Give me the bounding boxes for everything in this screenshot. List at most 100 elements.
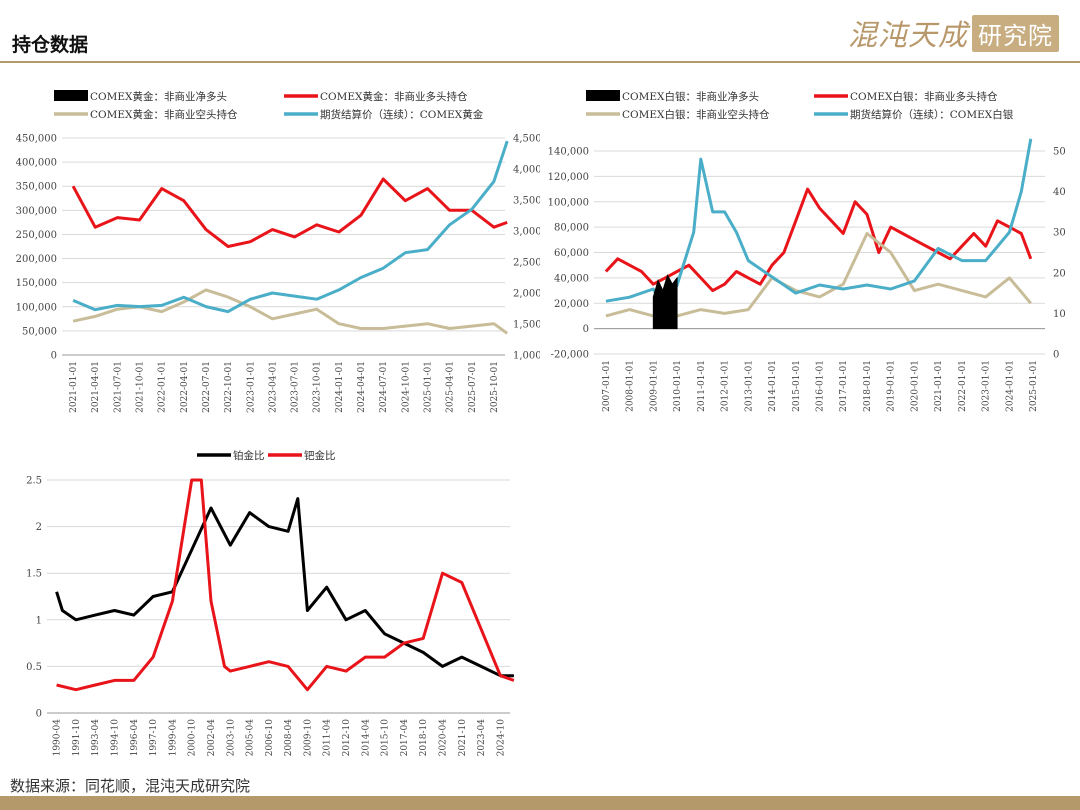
x-tick-label: 2023-01-01 bbox=[982, 360, 992, 412]
logo-box-text: 研究院 bbox=[972, 14, 1060, 52]
silver-positions-chart: -20,000 0 20,000 40,000 60,000 80,000 100,000 1… bbox=[540, 80, 1080, 420]
x-tick-label: 1993-04 bbox=[91, 719, 101, 757]
x-tick-label: 2008-01-01 bbox=[626, 360, 636, 412]
x-tick-label: 1991-10 bbox=[72, 719, 82, 757]
y2-tick-label: 20 bbox=[1053, 268, 1066, 279]
x-tick-label: 2012-10 bbox=[342, 719, 352, 757]
x-tick-label: 2023-04 bbox=[477, 719, 487, 757]
gold-positions-chart: 0 50,000 100,000 150,000 200,000 250,000 300,0… bbox=[0, 80, 542, 420]
x-tick-label: 2003-10 bbox=[226, 719, 236, 757]
header-divider bbox=[0, 61, 1080, 63]
ratio-chart-svg: 0 0.5 1 1.5 2 2.5 1990-04 1991-10 1993-04 1994-10… bbox=[26, 449, 515, 757]
x-tick-label: 2020-01-01 bbox=[910, 360, 920, 412]
y2-tick-label: 4,000 bbox=[513, 165, 540, 176]
x-tick-label: 2002-04 bbox=[207, 719, 217, 757]
x-tick-label: 2000-10 bbox=[188, 719, 198, 757]
x-tick-label: 2014-01-01 bbox=[768, 360, 778, 412]
legend-swatch bbox=[586, 90, 620, 101]
y-tick-label: 120,000 bbox=[548, 172, 589, 183]
x-tick-label: 2005-04 bbox=[246, 719, 256, 757]
x-tick-label: 2021-01-01 bbox=[934, 360, 944, 412]
x-tick-label: 2024-01-01 bbox=[1005, 360, 1015, 412]
y2-tick-label: 3,000 bbox=[513, 227, 540, 238]
y-tick-label: 200,000 bbox=[16, 254, 57, 265]
y2-tick-label: 10 bbox=[1053, 309, 1066, 320]
x-tick-label: 2023-04-01 bbox=[268, 361, 278, 413]
x-tick-label: 2024-01-01 bbox=[335, 361, 345, 413]
x-tick-label: 2022-01-01 bbox=[158, 361, 168, 413]
y-tick-label: 150,000 bbox=[16, 278, 57, 289]
x-tick-label: 2025-07-01 bbox=[468, 361, 478, 413]
y2-tick-label: 3,500 bbox=[513, 196, 540, 207]
y-tick-label: 0 bbox=[51, 351, 57, 362]
x-tick-label: 2014-04 bbox=[361, 719, 371, 757]
x-tick-label: 2011-04 bbox=[323, 719, 333, 757]
x-tick-label: 2019-01-01 bbox=[887, 360, 897, 412]
y-tick-label: 0 bbox=[36, 709, 42, 720]
legend-label: COMEX黄金：非商业净多头 bbox=[90, 90, 227, 103]
x-tick-label: 2021-10 bbox=[458, 719, 468, 757]
y2-tick-label: 4,500 bbox=[513, 134, 540, 145]
x-tick-label: 2006-10 bbox=[265, 719, 275, 757]
y2-tick-label: 30 bbox=[1053, 228, 1066, 239]
x-tick-label: 2010-01-01 bbox=[673, 360, 683, 412]
series-line-red bbox=[71, 177, 508, 248]
brand-logo: 混沌天成 研究院 bbox=[848, 14, 1060, 52]
x-tick-label: 2018-01-01 bbox=[863, 360, 873, 412]
x-tick-label: 2022-10-01 bbox=[224, 361, 234, 413]
y-tick-label: 20,000 bbox=[554, 299, 589, 310]
y-tick-label: 450,000 bbox=[16, 134, 57, 145]
legend-label: COMEX白银：非商业多头持仓 bbox=[850, 90, 998, 103]
legend-label: 钯金比 bbox=[304, 449, 336, 462]
x-tick-label: 2025-04-01 bbox=[446, 361, 456, 413]
legend-swatch bbox=[54, 90, 88, 101]
x-tick-label: 2012-01-01 bbox=[721, 360, 731, 412]
x-tick-label: 2016-01-01 bbox=[816, 360, 826, 412]
x-tick-label: 2018-10 bbox=[419, 719, 429, 757]
x-tick-label: 2021-04-01 bbox=[91, 361, 101, 413]
x-tick-label: 2023-07-01 bbox=[291, 361, 301, 413]
legend-label: COMEX黄金：非商业空头持仓 bbox=[90, 108, 238, 121]
y-tick-label: 250,000 bbox=[16, 230, 57, 241]
x-tick-label: 2024-10-01 bbox=[401, 361, 411, 413]
series-line-teal bbox=[72, 140, 509, 314]
x-tick-label: 2020-04 bbox=[438, 719, 448, 757]
x-tick-label: 1996-04 bbox=[130, 719, 140, 757]
y-tick-label: 1 bbox=[36, 615, 42, 626]
x-tick-label: 2024-04-01 bbox=[357, 361, 367, 413]
x-tick-label: 2025-01-01 bbox=[1029, 360, 1039, 412]
x-tick-label: 2007-01-01 bbox=[602, 360, 612, 412]
series-area-net-long bbox=[652, 274, 678, 330]
logo-script-text: 混沌天成 bbox=[848, 18, 969, 52]
legend-label: COMEX白银：非商业空头持仓 bbox=[622, 108, 770, 121]
x-tick-label: 2021-10-01 bbox=[136, 361, 146, 413]
y2-tick-label: 2,000 bbox=[513, 289, 540, 300]
x-tick-label: 2017-01-01 bbox=[839, 360, 849, 412]
y-tick-label: 100,000 bbox=[16, 302, 57, 313]
legend-label: COMEX白银：非商业净多头 bbox=[622, 90, 759, 103]
gold-chart-svg: 0 50,000 100,000 150,000 200,000 250,000 300,0… bbox=[16, 90, 542, 413]
y-tick-label: 1.5 bbox=[26, 569, 42, 580]
x-tick-label: 2024-10 bbox=[496, 719, 506, 757]
y2-tick-label: 40 bbox=[1053, 187, 1066, 198]
x-tick-label: 1994-10 bbox=[111, 719, 121, 757]
series-line-red bbox=[56, 478, 515, 692]
y2-tick-label: 1,000 bbox=[513, 351, 540, 362]
y-tick-label: 40,000 bbox=[554, 273, 589, 284]
y-tick-label: -20,000 bbox=[551, 350, 589, 361]
x-tick-label: 2024-07-01 bbox=[379, 361, 389, 413]
legend-label: 铂金比 bbox=[233, 449, 265, 462]
x-tick-label: 1990-04 bbox=[53, 719, 63, 757]
y2-tick-label: 2,500 bbox=[513, 258, 540, 269]
x-tick-label: 2023-10-01 bbox=[313, 361, 323, 413]
y-tick-label: 50,000 bbox=[22, 326, 57, 337]
x-tick-label: 2017-04 bbox=[400, 719, 410, 757]
silver-chart-svg: -20,000 0 20,000 40,000 60,000 80,000 100,000 1… bbox=[548, 90, 1066, 412]
legend-label: COMEX黄金：非商业多头持仓 bbox=[320, 90, 468, 103]
legend-label: 期货结算价（连续）：COMEX黄金 bbox=[320, 108, 484, 121]
y-tick-label: 100,000 bbox=[548, 197, 589, 208]
x-tick-label: 2015-10 bbox=[381, 719, 391, 757]
y-tick-label: 2 bbox=[36, 522, 42, 533]
platinum-palladium-ratio-chart: 0 0.5 1 1.5 2 2.5 1990-04 1991-10 1993-04 1994-10… bbox=[0, 440, 540, 770]
x-tick-label: 2022-07-01 bbox=[202, 361, 212, 413]
